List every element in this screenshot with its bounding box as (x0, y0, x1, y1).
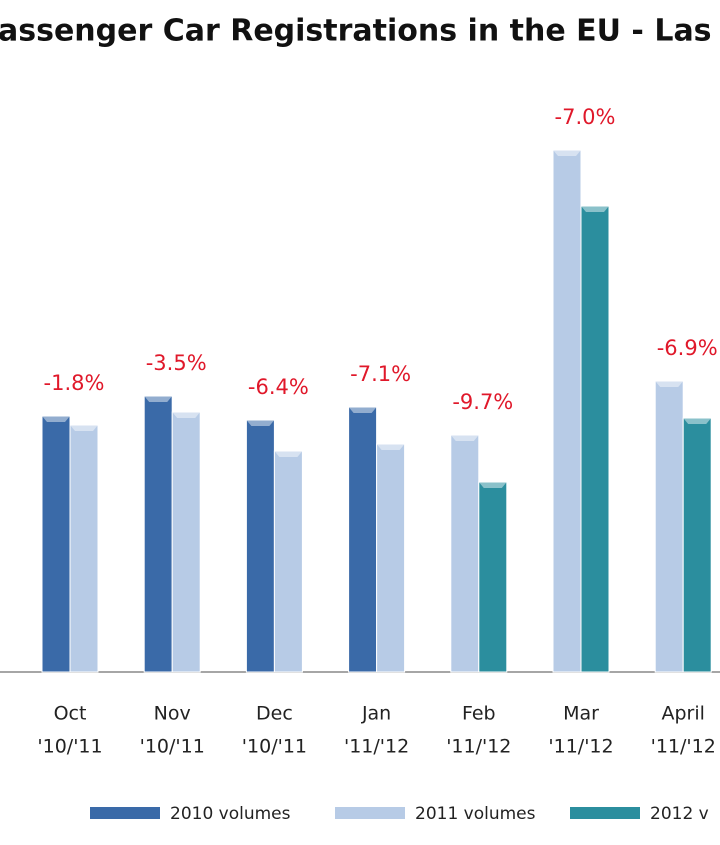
bar (450, 434, 480, 673)
bar (376, 443, 406, 673)
bar (245, 419, 275, 673)
bar-cap (42, 416, 70, 422)
bar (171, 411, 201, 673)
legend-swatch (570, 807, 640, 819)
change-label: -1.8% (44, 371, 105, 395)
bar-cap (348, 407, 377, 413)
bar-cap (553, 150, 581, 156)
bar-cap (683, 418, 712, 424)
x-tick-label: '11/'12 (548, 736, 613, 758)
x-tick-label: Feb (462, 703, 496, 725)
change-label: -6.4% (248, 375, 309, 399)
bar-cap (172, 412, 201, 418)
x-tick-label: '11/'12 (344, 736, 409, 758)
x-tick-label: '10/'11 (140, 736, 205, 758)
legend-swatch (90, 807, 160, 819)
bar (348, 406, 378, 673)
bar-cap (655, 381, 684, 387)
change-label: -3.5% (146, 351, 207, 375)
legend-label: 2010 volumes (170, 804, 291, 824)
x-tick-label: Dec (256, 703, 293, 725)
bar-cap (581, 206, 609, 212)
legend-label: 2012 v (650, 804, 709, 824)
x-tick-label: '11/'12 (651, 736, 716, 758)
x-tick-label: Jan (361, 703, 391, 725)
chart-title: assenger Car Registrations in the EU - L… (0, 14, 712, 49)
bar-cap (70, 425, 98, 431)
bar (580, 205, 610, 673)
x-tick-label: Nov (154, 703, 191, 725)
bar (552, 149, 582, 673)
x-tick-label: '10/'11 (37, 736, 102, 758)
change-label: -7.0% (555, 105, 616, 129)
bar (273, 450, 303, 673)
bar-cap (478, 482, 507, 488)
bar (682, 417, 712, 673)
bar (69, 424, 99, 673)
x-tick-label: '11/'12 (446, 736, 511, 758)
change-label: -7.1% (350, 362, 411, 386)
legend-label: 2011 volumes (415, 804, 536, 824)
legend-swatch (335, 807, 405, 819)
bar (41, 415, 71, 673)
change-label: -6.9% (657, 336, 718, 360)
bar-cap (246, 420, 275, 426)
bar-cap (376, 444, 405, 450)
bar (478, 481, 508, 673)
x-tick-label: April (661, 703, 704, 725)
x-tick-label: Mar (563, 703, 599, 725)
x-tick-label: '10/'11 (242, 736, 307, 758)
bar (654, 380, 684, 673)
x-tick-label: Oct (54, 703, 87, 725)
bar-cap (144, 396, 173, 402)
bar-cap (274, 451, 303, 457)
bar (143, 395, 173, 673)
bar-cap (450, 435, 479, 441)
change-label: -9.7% (452, 390, 513, 414)
